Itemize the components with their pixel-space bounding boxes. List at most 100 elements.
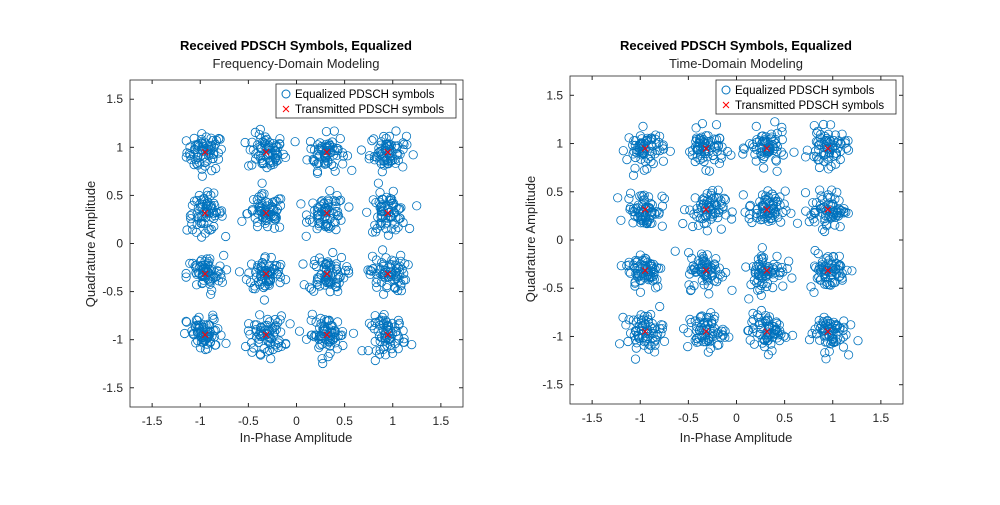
equalized-symbol-point xyxy=(274,262,285,272)
equalized-symbol-point xyxy=(639,340,649,350)
y-tick-label: 0.5 xyxy=(106,188,123,202)
equalized-symbol-point xyxy=(209,188,219,198)
equalized-symbol-point xyxy=(689,209,699,219)
equalized-symbol-point xyxy=(302,155,312,165)
equalized-symbol-point xyxy=(323,221,333,231)
equalized-symbol-point xyxy=(630,326,641,336)
equalized-symbol-point xyxy=(181,272,191,282)
equalized-symbol-point xyxy=(810,245,820,256)
transmitted-symbols-series xyxy=(641,145,832,335)
equalized-symbol-point xyxy=(701,272,712,282)
equalized-symbol-point xyxy=(630,163,640,173)
equalized-symbol-point xyxy=(385,260,395,270)
equalized-symbol-point xyxy=(320,159,330,169)
equalized-symbol-point xyxy=(819,226,830,237)
equalized-symbol-point xyxy=(830,194,840,204)
equalized-symbol-point xyxy=(265,156,275,166)
equalized-symbol-point xyxy=(761,137,771,147)
equalized-symbol-point xyxy=(181,316,191,326)
equalized-symbol-point xyxy=(711,120,722,130)
equalized-symbol-point xyxy=(332,207,343,217)
equalized-symbol-point xyxy=(642,331,653,342)
equalized-symbol-point xyxy=(709,276,719,286)
equalized-symbol-point xyxy=(206,224,216,234)
y-tick-label: -0.5 xyxy=(542,281,563,295)
equalized-symbol-point xyxy=(258,275,268,285)
equalized-symbol-point xyxy=(678,324,689,334)
equalized-symbol-point xyxy=(274,222,285,232)
equalized-symbol-point xyxy=(847,266,857,276)
equalized-symbol-point xyxy=(268,157,278,167)
equalized-symbol-point xyxy=(190,140,200,150)
equalized-symbol-point xyxy=(253,337,263,348)
transmitted-symbol-point xyxy=(384,209,392,217)
equalized-symbol-point xyxy=(281,339,291,349)
equalized-symbol-point xyxy=(833,265,843,275)
equalized-symbol-point xyxy=(631,317,641,327)
equalized-symbol-point xyxy=(775,192,785,202)
equalized-symbol-point xyxy=(307,330,317,340)
equalized-symbol-point xyxy=(200,344,210,355)
equalized-symbol-point xyxy=(828,199,838,209)
equalized-symbol-point xyxy=(252,222,263,232)
equalized-symbol-point xyxy=(396,256,406,266)
equalized-symbol-point xyxy=(814,162,825,173)
equalized-symbol-point xyxy=(308,154,318,165)
equalized-symbol-point xyxy=(247,259,257,269)
equalized-symbol-point xyxy=(699,193,709,203)
equalized-symbol-point xyxy=(752,261,762,271)
equalized-symbol-point xyxy=(825,319,835,329)
legend-label: Transmitted PDSCH symbols xyxy=(295,104,444,116)
equalized-symbol-point xyxy=(832,334,843,344)
equalized-symbol-point xyxy=(826,212,836,222)
y-tick-label: 1 xyxy=(116,140,123,154)
x-tick-label: 0 xyxy=(733,411,740,425)
equalized-symbol-point xyxy=(691,333,702,343)
equalized-symbol-point xyxy=(266,252,276,263)
equalized-symbol-point xyxy=(256,322,266,332)
equalized-symbol-point xyxy=(332,264,342,274)
equalized-symbol-point xyxy=(301,217,312,227)
equalized-symbol-point xyxy=(713,327,723,338)
equalized-symbol-point xyxy=(623,336,633,347)
equalized-symbol-point xyxy=(388,200,398,210)
equalized-symbol-point xyxy=(820,214,830,224)
y-tick-label: -1.5 xyxy=(102,381,123,395)
equalized-symbol-point xyxy=(318,324,328,334)
equalized-symbol-point xyxy=(325,348,335,358)
equalized-symbol-point xyxy=(320,152,330,162)
equalized-symbol-point xyxy=(215,134,225,144)
equalized-symbol-point xyxy=(391,126,401,136)
equalized-symbol-point xyxy=(738,190,748,200)
equalized-symbol-point xyxy=(820,348,830,358)
equalized-symbol-point xyxy=(684,280,694,290)
equalized-symbol-point xyxy=(377,257,387,268)
equalized-symbol-point xyxy=(817,208,827,218)
equalized-symbol-point xyxy=(240,137,250,148)
equalized-symbol-point xyxy=(815,139,825,150)
chart-subtitle: Time-Domain Modeling xyxy=(669,56,803,71)
equalized-symbol-point xyxy=(362,207,372,217)
equalized-symbol-point xyxy=(209,142,219,152)
equalized-symbol-point xyxy=(322,214,332,224)
transmitted-symbol-point xyxy=(384,331,392,339)
equalized-symbol-point xyxy=(399,139,409,149)
equalized-symbol-point xyxy=(774,320,784,330)
equalized-symbol-point xyxy=(789,147,799,157)
equalized-symbol-point xyxy=(187,219,197,229)
transmitted-symbol-point xyxy=(763,328,771,335)
equalized-symbol-point xyxy=(217,206,227,216)
equalized-symbol-point xyxy=(697,311,707,321)
equalized-symbol-point xyxy=(769,322,780,332)
transmitted-symbols-series xyxy=(201,148,392,339)
equalized-symbol-point xyxy=(684,248,694,258)
equalized-symbol-point xyxy=(193,153,203,163)
equalized-symbol-point xyxy=(208,153,218,164)
equalized-symbol-point xyxy=(828,210,839,220)
equalized-symbol-point xyxy=(766,213,776,224)
x-tick-label: -1.5 xyxy=(582,411,603,425)
equalized-symbol-point xyxy=(633,256,643,266)
equalized-symbol-point xyxy=(247,137,257,147)
equalized-symbol-point xyxy=(187,200,197,210)
equalized-symbol-point xyxy=(323,199,333,209)
